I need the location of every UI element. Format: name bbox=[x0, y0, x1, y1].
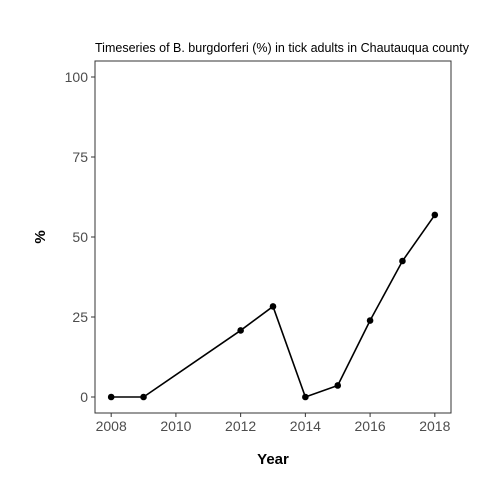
data-point bbox=[334, 382, 342, 389]
x-tick-label: 2018 bbox=[419, 418, 450, 434]
y-tick-label: 100 bbox=[65, 69, 89, 85]
data-point bbox=[366, 317, 374, 324]
data-point bbox=[140, 393, 147, 401]
series-layer bbox=[107, 211, 439, 401]
x-axis-title: Year bbox=[257, 451, 289, 468]
y-tick-label: 0 bbox=[80, 389, 88, 405]
data-point bbox=[237, 327, 244, 334]
y-tick-label: 25 bbox=[72, 309, 88, 325]
x-tick-label: 2014 bbox=[290, 418, 321, 434]
y-axis-title: % bbox=[32, 230, 49, 243]
x-tick-label: 2012 bbox=[225, 418, 256, 434]
chart-title: Timeseries of B. burgdorferi (%) in tick… bbox=[95, 41, 470, 55]
x-tick-label: 2010 bbox=[160, 418, 191, 434]
y-tick-label: 50 bbox=[72, 229, 88, 245]
y-tick-label: 75 bbox=[72, 149, 88, 165]
x-axis: 2008 2010 2012 2014 2016 2018 bbox=[96, 413, 451, 434]
data-point bbox=[302, 393, 309, 401]
y-axis: 0 25 50 75 100 bbox=[65, 69, 95, 405]
x-tick-label: 2008 bbox=[96, 418, 127, 434]
data-point bbox=[431, 211, 439, 219]
x-tick-label: 2016 bbox=[355, 418, 386, 434]
data-point bbox=[269, 303, 277, 310]
plot-panel bbox=[94, 60, 452, 414]
data-point bbox=[399, 257, 406, 265]
data-point bbox=[107, 393, 115, 401]
